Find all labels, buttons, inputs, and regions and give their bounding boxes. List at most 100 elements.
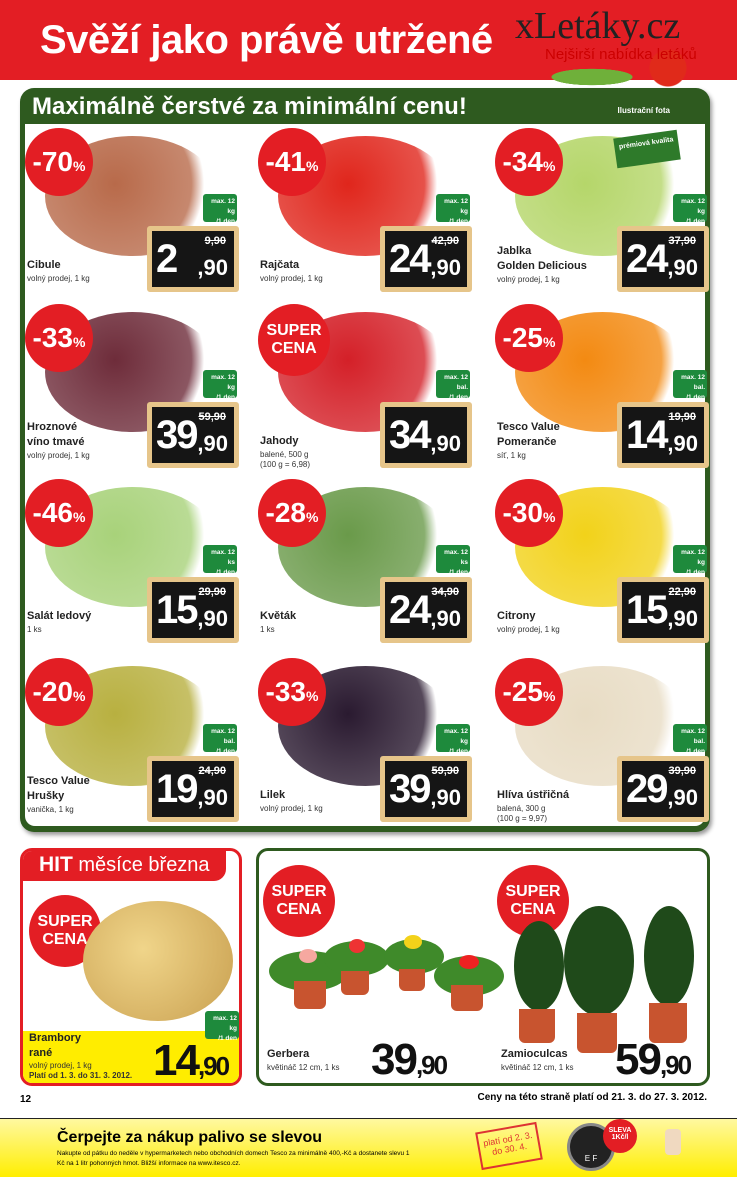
product-card[interactable]: -25% max. 12 bal. /1 den 14,90 19,90 Tesco… bbox=[495, 304, 720, 480]
price-cents: ,90 bbox=[659, 1050, 692, 1080]
limit-text: max. 12 bal. bbox=[444, 374, 468, 391]
price-main: 39 bbox=[389, 767, 431, 811]
discount-badge: -33% bbox=[25, 304, 93, 372]
product-grid: prémiová kvalita -70% max. 12 kg/1 den 2… bbox=[25, 124, 709, 826]
validity-stamp: platí od 2. 3. do 30. 4. bbox=[475, 1121, 543, 1171]
price-cents: ,90 bbox=[430, 785, 461, 810]
percent-sign: % bbox=[306, 688, 319, 704]
purchase-limit: max. 12 bal. /1 den bbox=[673, 724, 707, 755]
old-price: 9,90 bbox=[204, 235, 226, 247]
limit-text: max. 12 kg bbox=[211, 374, 235, 391]
sub-line: volný prodej, 1 kg bbox=[497, 625, 560, 634]
percent-sign: % bbox=[73, 509, 86, 525]
cart-icon: /1 den bbox=[216, 748, 235, 755]
price-main: 24 bbox=[389, 237, 431, 281]
product-card[interactable]: -70% max. 12 kg/1 den 2 ,90 9,90 Cibule vo… bbox=[25, 128, 250, 304]
limit-text: max. 12 kg bbox=[444, 728, 468, 745]
percent-sign: % bbox=[543, 158, 556, 174]
badge-text: -30 bbox=[502, 497, 543, 528]
price-board: 24,90 37,90 bbox=[617, 226, 709, 292]
purchase-limit: max. 12 kg/1 den bbox=[436, 194, 470, 225]
product-sub: 1 ks bbox=[260, 625, 275, 635]
product-price: 14,90 bbox=[153, 1036, 230, 1085]
product-sub: volný prodej, 1 kg bbox=[260, 274, 323, 284]
product-card[interactable]: -34% max. 12 kg/1 den 24,90 37,90 Jablka G… bbox=[495, 128, 720, 304]
limit-text: max. 12 kg bbox=[213, 1015, 237, 1032]
name-line: Květák bbox=[260, 610, 297, 622]
badge-text: -41 bbox=[265, 146, 306, 177]
product-card[interactable]: -20% max. 12 bal. /1 den 19,90 24,90 Tesco… bbox=[25, 658, 250, 834]
badge-text: SUPER CENA bbox=[266, 322, 322, 357]
name-line: Jahody bbox=[260, 435, 299, 447]
product-card[interactable]: -41% max. 12 kg/1 den 24,90 42,90 Rajčata… bbox=[258, 128, 483, 304]
product-sub: volný prodej, 1 kg bbox=[29, 1061, 92, 1070]
badge-text: -25 bbox=[502, 676, 543, 707]
price-cents: ,90 bbox=[197, 255, 228, 280]
badge-text: -20 bbox=[32, 676, 73, 707]
product-card[interactable]: -25% max. 12 bal. /1 den 29,90 39,90 Hlíva… bbox=[495, 658, 720, 834]
potatoes-image bbox=[83, 901, 233, 1021]
product-card[interactable]: -33% max. 12 kg/1 den 39,90 59,90 Hroznov… bbox=[25, 304, 250, 480]
product-card[interactable]: -30% max. 12 kg/1 den 15,90 22,90 Citrony… bbox=[495, 479, 720, 655]
discount-badge: -34% bbox=[495, 128, 563, 196]
product-name: Gerbera bbox=[267, 1048, 310, 1060]
discount-badge: -20% bbox=[25, 658, 93, 726]
price-cents: ,90 bbox=[667, 785, 698, 810]
badge-text: -34 bbox=[502, 146, 543, 177]
old-price: 37,90 bbox=[668, 235, 696, 247]
old-price: 29,90 bbox=[198, 586, 226, 598]
price-main: 15 bbox=[626, 588, 668, 632]
product-sub: volný prodej, 1 kg bbox=[260, 804, 323, 814]
sub-line: vanička, 1 kg bbox=[27, 805, 74, 814]
watermark-logo[interactable]: xLetáky.cz bbox=[515, 5, 681, 47]
product-name: Hroznové víno tmavé bbox=[27, 420, 84, 450]
name-line: víno tmavé bbox=[27, 436, 85, 448]
badge-text: -25 bbox=[502, 322, 543, 353]
limit-text: max. 12 kg bbox=[211, 198, 235, 215]
price-board: 39,90 59,90 bbox=[380, 756, 472, 822]
produce-panel: Maximálně čerstvé za minimální cenu! Ilu… bbox=[20, 88, 710, 832]
sub-line: balená, 300 g bbox=[497, 804, 546, 813]
cart-icon: /1 den bbox=[216, 394, 235, 401]
product-name: Cibule bbox=[27, 258, 61, 273]
price-board: 2 ,90 9,90 bbox=[147, 226, 239, 292]
price-cents: ,90 bbox=[667, 606, 698, 631]
product-sub: balená, 300 g (100 g = 9,97) bbox=[497, 804, 547, 824]
product-card[interactable]: -46% max. 12 ks/1 den 15,90 29,90 Salát l… bbox=[25, 479, 250, 655]
price-main: 14 bbox=[153, 1036, 200, 1085]
name-line: Tesco Value bbox=[497, 421, 560, 433]
name-line: Tesco Value bbox=[27, 775, 90, 787]
cart-icon: /1 den bbox=[686, 569, 705, 576]
product-card[interactable]: SUPER CENA max. 12 bal. /1 den 34,90 Jaho… bbox=[258, 304, 483, 480]
product-sub: volný prodej, 1 kg bbox=[497, 625, 560, 635]
price-board: 14,90 19,90 bbox=[617, 402, 709, 468]
limit-text: max. 12 kg bbox=[681, 549, 705, 566]
discount-badge: SLEVA 1Kč/l bbox=[603, 1119, 637, 1153]
sub-line: 1 ks bbox=[27, 625, 42, 634]
purchase-limit: max. 12 ks/1 den bbox=[436, 545, 470, 576]
product-name: Lilek bbox=[260, 788, 285, 803]
discount-badge: -28% bbox=[258, 479, 326, 547]
price-cents: ,90 bbox=[667, 431, 698, 456]
cart-icon: /1 den bbox=[449, 569, 468, 576]
footer-text: Nakupte od pátku do neděle v hypermarket… bbox=[57, 1150, 410, 1167]
product-price: 59,90 bbox=[615, 1035, 692, 1085]
hit-info-band bbox=[23, 1031, 239, 1083]
purchase-limit: max. 12 kg/1 den bbox=[436, 724, 470, 755]
page-number: 12 bbox=[20, 1094, 32, 1105]
price-main: 39 bbox=[156, 413, 198, 457]
price-board: 34,90 bbox=[380, 402, 472, 468]
limit-text: max. 12 bal. bbox=[681, 728, 705, 745]
price-board: 24,90 42,90 bbox=[380, 226, 472, 292]
product-name: Rajčata bbox=[260, 258, 299, 273]
discount-badge: -25% bbox=[495, 304, 563, 372]
product-card[interactable]: -33% max. 12 kg/1 den 39,90 59,90 Lilek v… bbox=[258, 658, 483, 834]
percent-sign: % bbox=[306, 158, 319, 174]
sub-line: 1 ks bbox=[260, 625, 275, 634]
badge-text: -33 bbox=[265, 676, 306, 707]
product-card[interactable]: -28% max. 12 ks/1 den 24,90 34,90 Květák … bbox=[258, 479, 483, 655]
cart-icon: /1 den bbox=[686, 218, 705, 225]
old-price: 34,90 bbox=[431, 586, 459, 598]
discount-badge: -46% bbox=[25, 479, 93, 547]
name-line: rané bbox=[29, 1047, 53, 1059]
